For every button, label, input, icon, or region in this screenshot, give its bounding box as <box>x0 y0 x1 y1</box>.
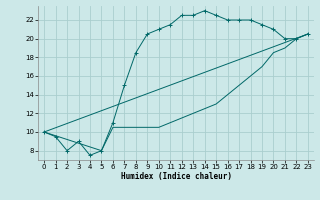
X-axis label: Humidex (Indice chaleur): Humidex (Indice chaleur) <box>121 172 231 181</box>
